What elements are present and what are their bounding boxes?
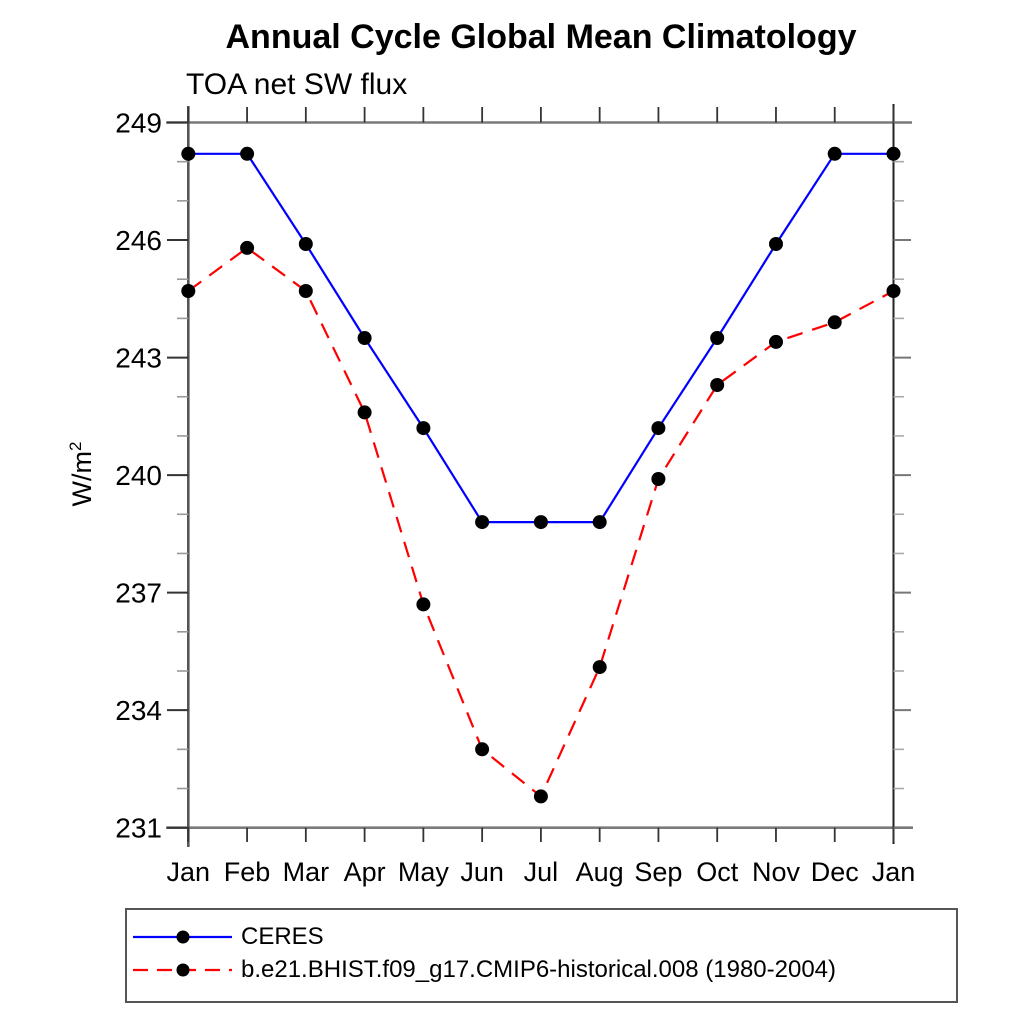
- x-tick-label: Feb: [224, 857, 271, 887]
- data-point-series1: [240, 240, 255, 255]
- legend-label: b.e21.BHIST.f09_g17.CMIP6-historical.008…: [241, 956, 837, 983]
- y-tick-label: 234: [115, 695, 162, 726]
- data-point-series0: [651, 421, 666, 436]
- data-point-series0: [475, 515, 490, 530]
- x-tick-label: Sep: [634, 857, 682, 887]
- data-point-series1: [592, 660, 607, 675]
- data-point-series1: [710, 378, 725, 392]
- data-point-series0: [710, 331, 725, 345]
- x-tick-label: Jul: [524, 857, 559, 887]
- y-tick-label: 249: [115, 108, 162, 139]
- x-tick-label: Oct: [696, 857, 739, 887]
- data-point-series0: [181, 146, 196, 161]
- x-tick-label: Jan: [872, 857, 916, 887]
- data-point-series1: [357, 405, 372, 420]
- x-tick-label: Aug: [576, 857, 624, 887]
- legend-entry-ceres: CERES: [130, 921, 324, 953]
- x-tick-label: Mar: [283, 857, 330, 887]
- legend: CERES b.e21.BHIST.f09_g17.CMIP6-historic…: [125, 908, 958, 1003]
- chart-title: Annual Cycle Global Mean Climatology: [225, 18, 857, 56]
- data-point-series0: [298, 237, 313, 251]
- legend-entry-model: b.e21.BHIST.f09_g17.CMIP6-historical.008…: [130, 954, 836, 986]
- data-point-series1: [533, 789, 548, 804]
- y-tick-label: 246: [115, 225, 162, 256]
- y-tick-label: 243: [115, 343, 162, 374]
- data-point-series1: [886, 284, 901, 298]
- data-point-series1: [416, 597, 431, 612]
- data-point-series0: [827, 146, 842, 161]
- y-tick-label: 231: [115, 813, 162, 844]
- data-point-series0: [357, 331, 372, 345]
- data-point-series1: [181, 284, 196, 298]
- data-point-series1: [651, 472, 666, 486]
- y-tick-label: 240: [115, 460, 162, 491]
- data-point-series1: [769, 334, 783, 349]
- chart-subtitle: TOA net SW flux: [186, 68, 408, 101]
- data-point-series1: [827, 315, 842, 330]
- y-tick-label: 237: [115, 578, 162, 609]
- data-point-series0: [769, 237, 783, 251]
- x-tick-label: Dec: [811, 857, 859, 887]
- data-point-series0: [416, 421, 431, 436]
- data-point-series0: [533, 515, 548, 530]
- data-point-series1: [298, 284, 313, 298]
- data-point-series1: [475, 742, 490, 757]
- legend-label: CERES: [241, 923, 324, 950]
- x-tick-label: May: [398, 857, 450, 887]
- x-tick-label: Nov: [752, 857, 801, 887]
- data-point-series0: [886, 146, 901, 161]
- x-tick-label: Jan: [167, 857, 211, 887]
- data-point-series0: [592, 515, 607, 530]
- x-tick-label: Jun: [460, 857, 504, 887]
- data-point-series0: [240, 146, 255, 161]
- dashed-line-marker-sample-icon: [133, 963, 232, 977]
- x-tick-label: Apr: [344, 857, 386, 887]
- line-marker-sample-icon: [133, 930, 232, 944]
